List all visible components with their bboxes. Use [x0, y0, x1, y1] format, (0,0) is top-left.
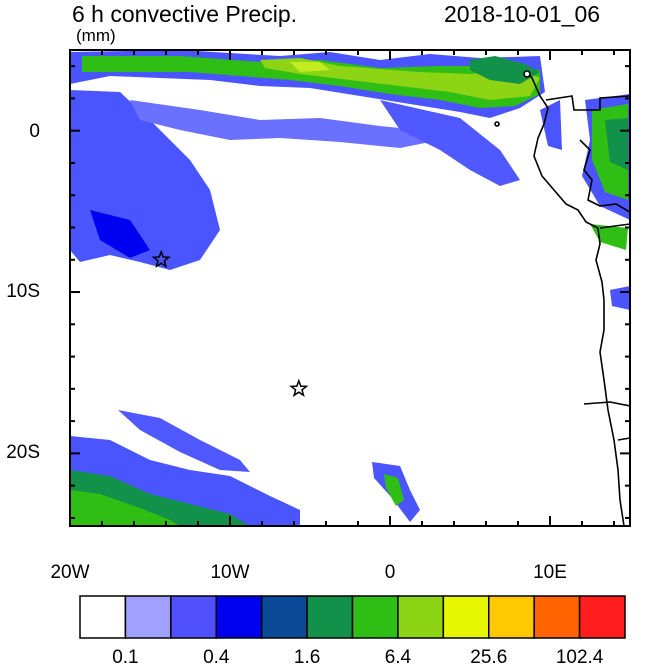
datetime-label: 2018-10-01_06 [444, 1, 601, 27]
lon-axis: 20W 10W 0 10E [50, 562, 566, 583]
colorbar-label: 25.6 [470, 647, 507, 667]
colorbar-swatch [124, 595, 172, 639]
lon-tick-label: 20W [50, 562, 89, 583]
colorbar-swatch [170, 595, 217, 639]
plot-frame [69, 49, 631, 527]
precip-field [70, 50, 630, 526]
colorbar-swatch [442, 595, 490, 639]
units-label: (mm) [76, 26, 116, 45]
lat-axis: 0 10S 20S [6, 121, 40, 463]
star-marker [289, 378, 309, 398]
colorbar-swatch [533, 595, 581, 639]
colorbar-swatch [215, 595, 263, 639]
lat-tick-label: 20S [6, 442, 40, 463]
colorbar-label: 0.4 [203, 647, 230, 667]
lon-tick-label: 10W [210, 562, 249, 583]
lon-tick-label: 0 [385, 562, 396, 583]
colorbar: 0.1 0.4 1.6 6.4 25.6 102.4 [79, 595, 626, 667]
chart-title: 6 h convective Precip. [72, 1, 298, 27]
axis-ticks [69, 50, 630, 526]
colorbar-swatch [79, 595, 127, 639]
colorbar-label: 6.4 [385, 647, 412, 667]
colorbar-swatch [578, 595, 626, 639]
star-marker [151, 249, 171, 268]
colorbar-swatch [351, 595, 399, 639]
lat-tick-label: 10S [6, 281, 40, 302]
colorbar-label: 102.4 [556, 647, 604, 667]
colorbar-swatch [488, 595, 535, 639]
colorbar-label: 0.1 [112, 647, 138, 667]
coastline [494, 70, 630, 526]
colorbar-swatch [260, 595, 308, 639]
lon-tick-label: 10E [533, 562, 567, 583]
colorbar-swatch [306, 595, 354, 639]
colorbar-swatch [397, 595, 445, 639]
colorbar-label: 1.6 [294, 647, 320, 667]
lat-tick-label: 0 [29, 121, 40, 142]
station-markers [151, 249, 309, 398]
